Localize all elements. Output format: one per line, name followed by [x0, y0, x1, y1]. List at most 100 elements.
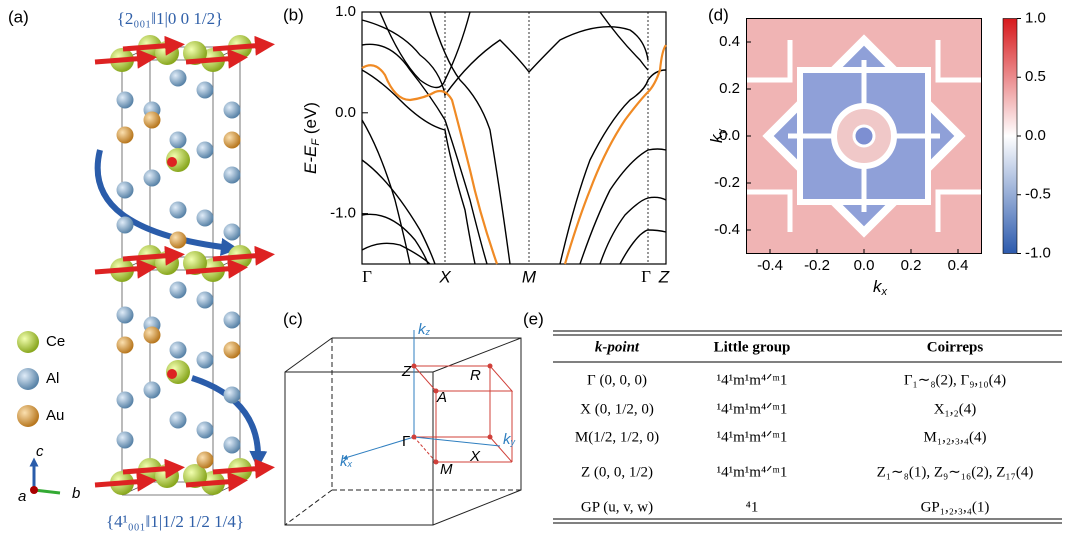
table-cell: ¹4¹m¹m⁴ᐟᵐ1	[717, 464, 788, 480]
spin-arrow	[95, 481, 147, 485]
table-cell: Z (0, 0, 1/2)	[581, 464, 653, 480]
atom	[117, 92, 134, 109]
axis-label-sub: z	[425, 327, 431, 337]
atom	[170, 232, 187, 249]
x-axis-label: kx	[873, 277, 888, 297]
atom	[117, 127, 134, 144]
spin	[167, 157, 177, 167]
spin-arrow	[213, 45, 265, 49]
table-cell: Γ (0, 0, 0)	[587, 372, 647, 388]
axis-label: c	[36, 443, 44, 460]
y-tick-label: -0.2	[714, 174, 740, 191]
y-axis-label: E-EF (eV)	[301, 102, 321, 174]
figure: (a) {2₀₀₁‖1|0 0 1/2} {4¹₀₀₁‖1|1/2 1/2 1/…	[0, 0, 1066, 540]
spin-arrow	[95, 58, 147, 62]
y-tick-label: 0.2	[719, 80, 740, 97]
brillouin-zone	[285, 330, 521, 525]
x-tick-label: 0.4	[948, 257, 969, 274]
atom	[144, 170, 161, 187]
k-point-label: M	[522, 267, 537, 286]
atom	[117, 392, 134, 409]
colorbar-tick-label: -0.5	[1025, 186, 1051, 203]
table-cell: ⁴1	[746, 499, 759, 515]
colorbar-tick-label: 0.0	[1025, 127, 1046, 144]
legend-label: Au	[46, 407, 64, 424]
atom	[197, 82, 214, 99]
legend-swatch	[17, 368, 39, 390]
atom	[144, 382, 161, 399]
axis-label: a	[18, 488, 26, 505]
symmetry-label: {4¹₀₀₁‖1|1/2 1/2 1/4}	[106, 512, 244, 531]
axis-label-sub: x	[347, 459, 353, 469]
atom	[117, 307, 134, 324]
axis-label: b	[72, 485, 80, 502]
table-cell: GP₁,₂,₃,₄(1)	[921, 499, 990, 515]
k-point-label: Γ	[362, 267, 372, 286]
axis-label: kz	[418, 321, 431, 338]
atom	[197, 422, 214, 439]
atom	[197, 292, 214, 309]
k-point-label: X	[438, 267, 451, 286]
atom	[197, 352, 214, 369]
table-cell: Z₁∼₈(1), Z₉∼₁₆(2), Z₁₇(4)	[877, 464, 1034, 480]
colorbar-tick-label: 1.0	[1025, 9, 1046, 26]
atom	[117, 182, 134, 199]
table-cell: X₁,₂(4)	[934, 401, 977, 417]
table-cell: M₁,₂,₃,₄(4)	[924, 429, 987, 445]
atom	[170, 282, 187, 299]
spin-arrow	[213, 468, 265, 472]
k-point-label: Z	[658, 267, 670, 286]
x-tick-label: 0.0	[854, 257, 875, 274]
band-structure	[362, 12, 666, 264]
atom	[224, 387, 241, 404]
atom	[224, 342, 241, 359]
spin-arrow	[95, 268, 147, 272]
table-cell: M(1/2, 1/2, 0)	[575, 429, 659, 445]
k-point-label: Z	[401, 363, 412, 380]
legend-swatch	[17, 331, 39, 353]
atom	[224, 224, 241, 241]
atom	[170, 412, 187, 429]
atom	[117, 217, 134, 234]
k-point-label: Γ	[641, 267, 651, 286]
k-point-label: X	[469, 448, 481, 465]
atom	[224, 437, 241, 454]
axis-origin	[30, 486, 38, 494]
panel-label: (d)	[708, 5, 729, 24]
atom	[117, 432, 134, 449]
panel-label: (a)	[8, 7, 29, 26]
atom	[224, 132, 241, 149]
table-rules	[553, 331, 1062, 523]
table-header: Little group	[714, 339, 791, 355]
atom	[170, 202, 187, 219]
y-tick-label: 0.0	[335, 104, 356, 121]
legend-label: Al	[46, 370, 59, 387]
x-tick-label: -0.2	[804, 257, 830, 274]
spin-arrow	[213, 255, 265, 259]
k-point-label: M	[440, 461, 453, 478]
atom	[170, 132, 187, 149]
y-tick-label: -0.4	[714, 221, 740, 238]
k-point-label: R	[470, 367, 481, 384]
crystal-structure	[95, 35, 265, 495]
x-tick-label: 0.2	[901, 257, 922, 274]
symmetry-label: {2₀₀₁‖1|0 0 1/2}	[117, 9, 224, 28]
atom	[170, 70, 187, 87]
spin	[167, 369, 177, 379]
colorbar-tick-label: 0.5	[1025, 68, 1046, 85]
legend-label: Ce	[46, 333, 65, 350]
atom	[144, 112, 161, 129]
y-tick-label: 1.0	[335, 3, 356, 20]
axis-label-sub: y	[510, 437, 516, 447]
table-cell: X (0, 1/2, 0)	[580, 401, 654, 417]
atom	[224, 102, 241, 119]
panel-label: (b)	[283, 5, 304, 24]
panel-label: (c)	[283, 309, 303, 328]
page: (a) {2₀₀₁‖1|0 0 1/2} {4¹₀₀₁‖1|1/2 1/2 1/…	[0, 0, 1066, 540]
table-cell: ¹4¹m¹m⁴ᐟᵐ1	[717, 372, 788, 388]
axis-label: kx	[340, 453, 353, 470]
table-cell: ¹4¹m¹m⁴ᐟᵐ1	[717, 429, 788, 445]
atom	[224, 167, 241, 184]
table-cell: Γ₁∼₈(2), Γ₉,₁₀(4)	[904, 372, 1006, 388]
panel-label: (e)	[523, 309, 544, 328]
